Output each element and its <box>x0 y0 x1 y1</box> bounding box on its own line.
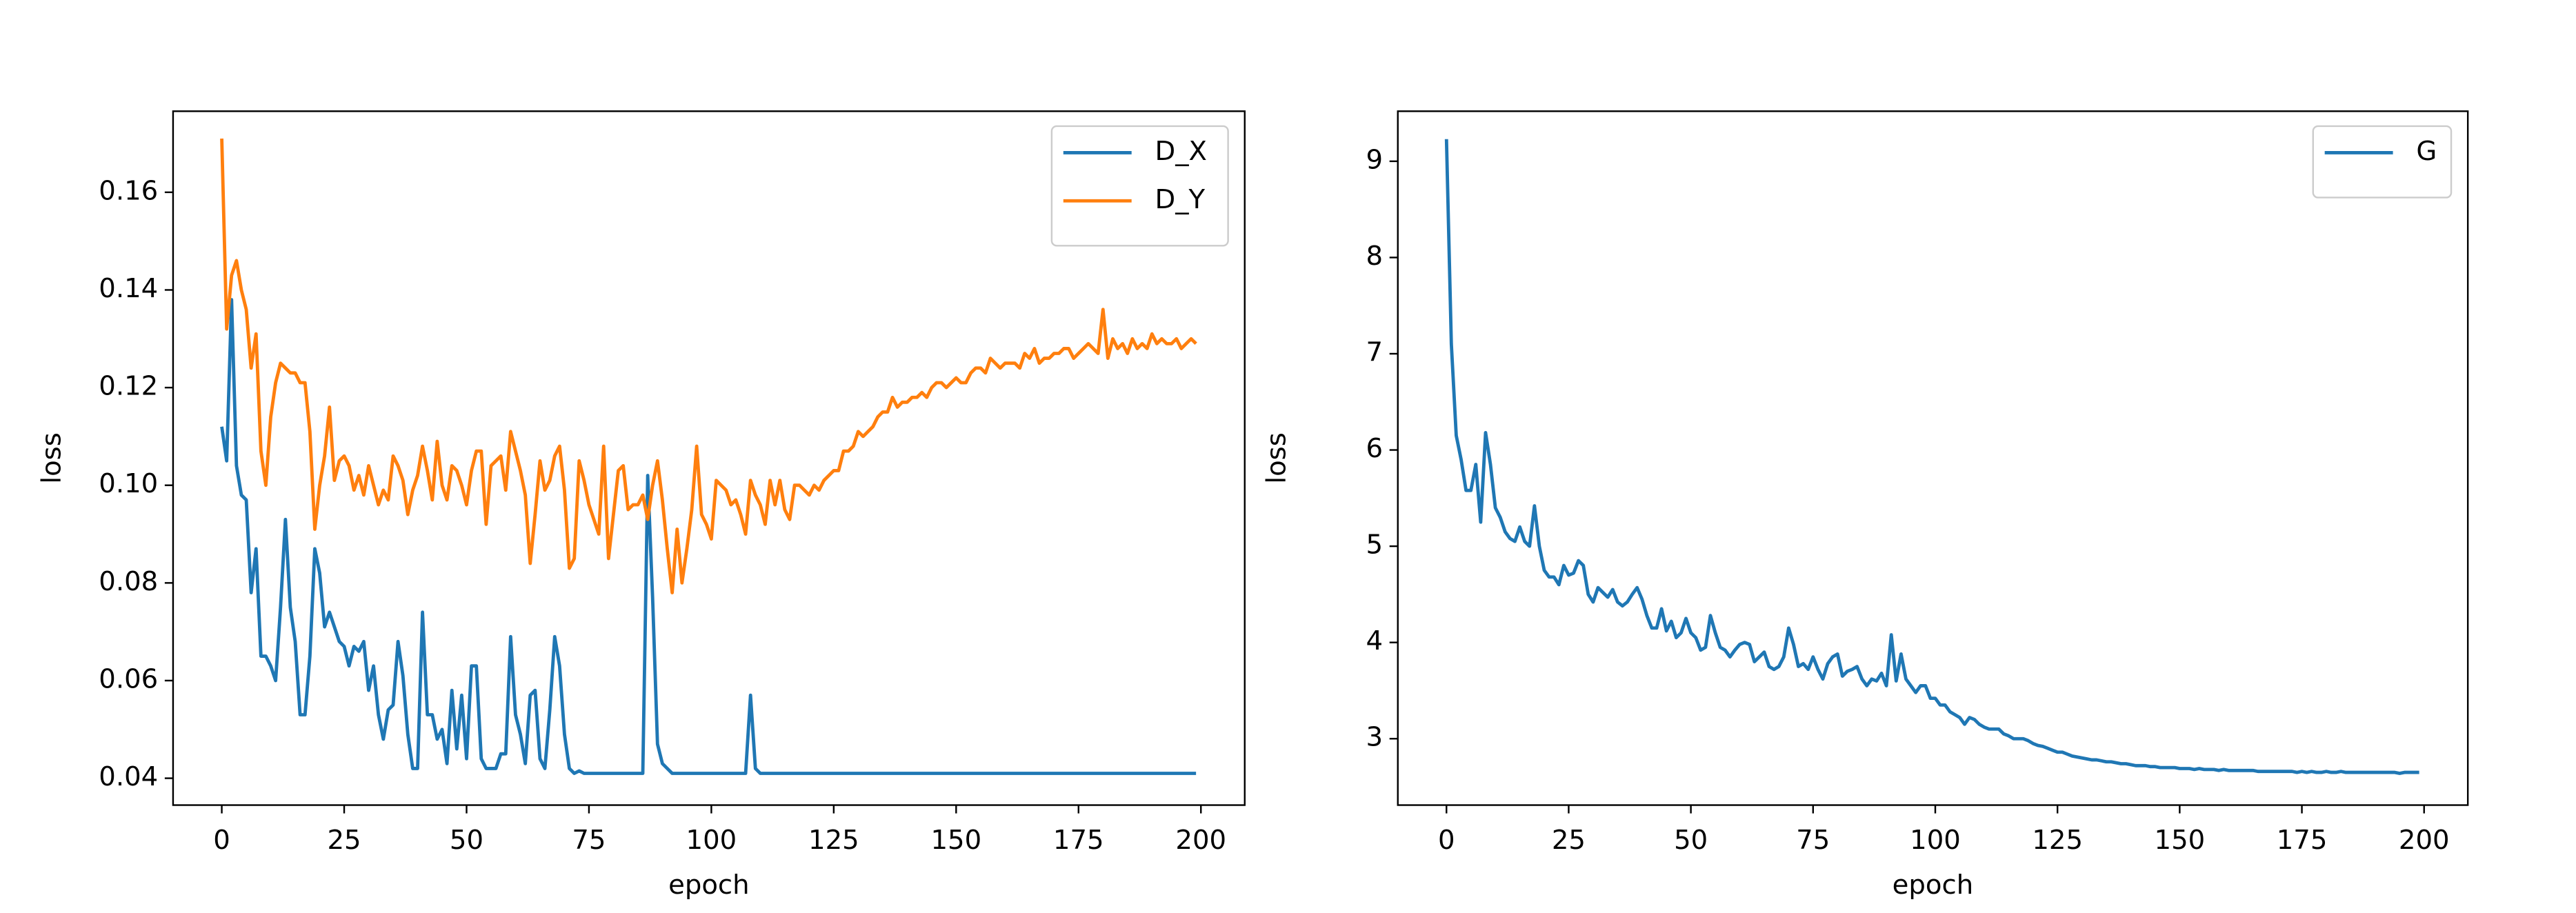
y-axis-label: loss <box>37 432 68 483</box>
x-tick-label: 125 <box>808 825 859 856</box>
y-tick-label: 0.08 <box>99 566 158 597</box>
x-tick-label: 50 <box>1674 825 1708 856</box>
x-tick-label: 25 <box>327 825 361 856</box>
x-tick-label: 200 <box>1175 825 1226 856</box>
x-axis-label: epoch <box>1893 870 1974 901</box>
y-tick-label: 9 <box>1366 144 1383 175</box>
y-tick-label: 6 <box>1366 433 1383 464</box>
legend-label: D_Y <box>1155 184 1205 215</box>
legend-box <box>2312 125 2453 199</box>
legend-box <box>1050 125 1229 247</box>
axes-frame <box>1397 110 2469 806</box>
x-tick-label: 175 <box>1053 825 1104 856</box>
x-tick-label: 100 <box>1910 825 1961 856</box>
x-tick-label: 125 <box>2032 825 2083 856</box>
y-tick-label: 7 <box>1366 337 1383 368</box>
x-tick-label: 0 <box>1438 825 1455 856</box>
x-tick-label: 100 <box>686 825 737 856</box>
data-line <box>220 298 1197 775</box>
x-tick-label: 75 <box>1796 825 1830 856</box>
y-tick-label: 8 <box>1366 241 1383 272</box>
x-tick-label: 150 <box>930 825 981 856</box>
x-tick-label: 75 <box>572 825 606 856</box>
x-tick-label: 200 <box>2399 825 2450 856</box>
y-tick-label: 3 <box>1366 722 1383 753</box>
y-tick-label: 0.12 <box>99 371 158 402</box>
data-line <box>220 138 1197 594</box>
x-tick-label: 50 <box>450 825 483 856</box>
x-tick-label: 25 <box>1552 825 1586 856</box>
x-tick-label: 150 <box>2155 825 2206 856</box>
legend-label: D_X <box>1155 136 1206 167</box>
y-tick-label: 0.10 <box>99 468 158 499</box>
y-tick-label: 0.06 <box>99 663 158 694</box>
y-axis-label: loss <box>1261 432 1292 483</box>
y-tick-label: 0.04 <box>99 761 158 792</box>
axes-frame <box>172 110 1246 806</box>
x-tick-label: 175 <box>2277 825 2328 856</box>
data-line <box>1444 139 2419 775</box>
y-tick-label: 0.16 <box>99 175 158 206</box>
y-tick-label: 4 <box>1366 625 1383 656</box>
y-tick-label: 5 <box>1366 530 1383 561</box>
x-tick-label: 0 <box>213 825 230 856</box>
legend-label: G <box>2416 136 2437 167</box>
x-axis-label: epoch <box>668 870 750 901</box>
y-tick-label: 0.14 <box>99 273 158 304</box>
